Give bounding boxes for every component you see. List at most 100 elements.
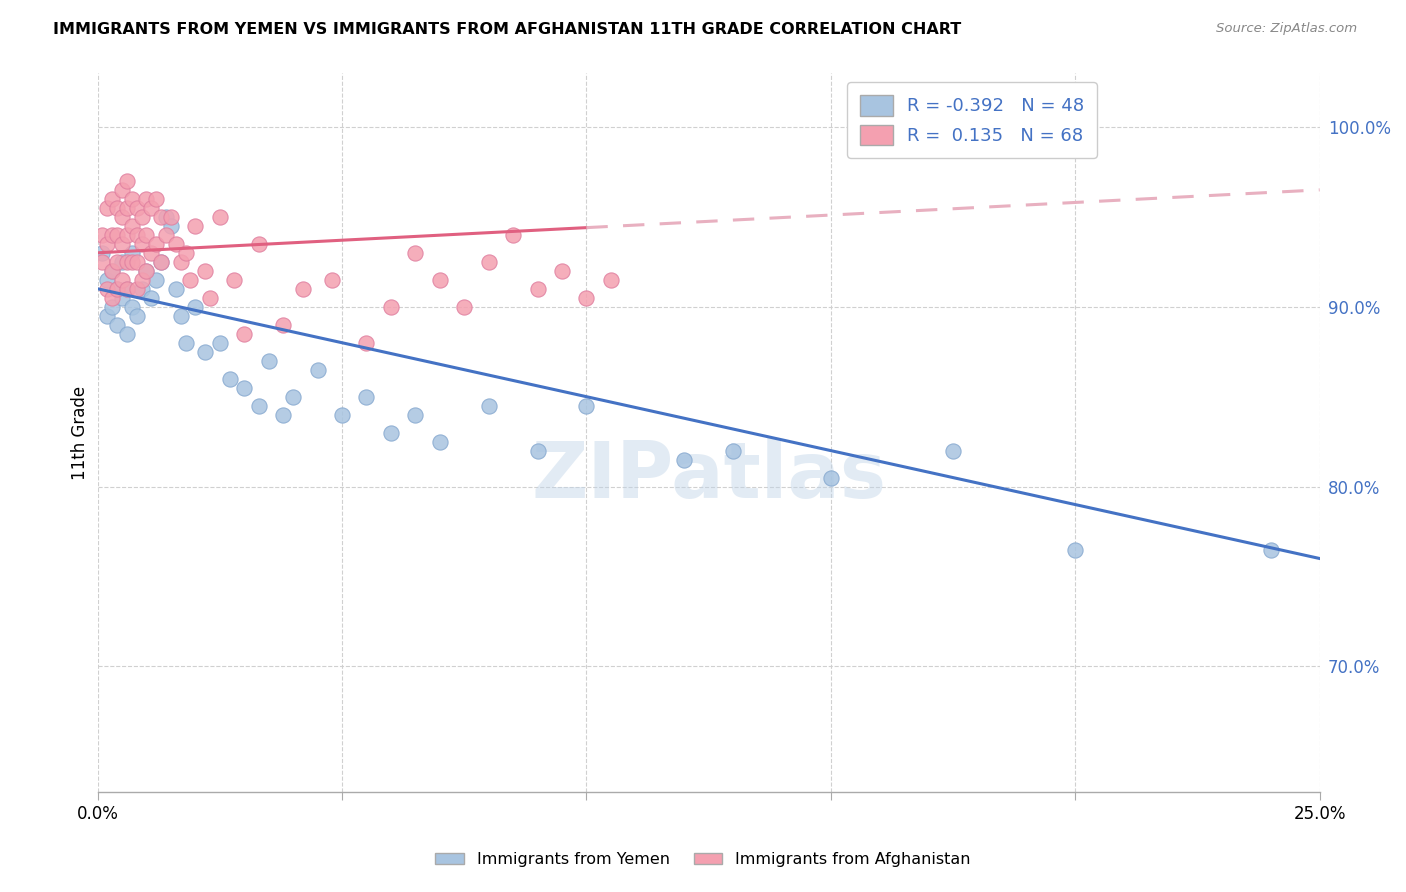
Legend: Immigrants from Yemen, Immigrants from Afghanistan: Immigrants from Yemen, Immigrants from A… — [429, 846, 977, 873]
Point — [502, 227, 524, 242]
Point — [174, 335, 197, 350]
Point — [121, 219, 143, 233]
Text: IMMIGRANTS FROM YEMEN VS IMMIGRANTS FROM AFGHANISTAN 11TH GRADE CORRELATION CHAR: IMMIGRANTS FROM YEMEN VS IMMIGRANTS FROM… — [53, 22, 962, 37]
Point — [121, 254, 143, 268]
Point — [429, 273, 451, 287]
Point — [115, 282, 138, 296]
Point — [135, 192, 157, 206]
Point — [155, 210, 177, 224]
Point — [105, 201, 128, 215]
Point — [307, 362, 329, 376]
Point — [96, 282, 118, 296]
Point — [281, 390, 304, 404]
Point — [131, 210, 153, 224]
Point — [170, 254, 193, 268]
Point — [599, 273, 621, 287]
Point — [96, 201, 118, 215]
Point — [526, 282, 548, 296]
Point — [150, 254, 173, 268]
Point — [131, 282, 153, 296]
Point — [105, 282, 128, 296]
Point — [115, 174, 138, 188]
Point — [208, 210, 231, 224]
Point — [101, 192, 124, 206]
Point — [91, 227, 114, 242]
Point — [135, 264, 157, 278]
Point — [247, 399, 270, 413]
Point — [721, 443, 744, 458]
Point — [111, 183, 134, 197]
Point — [160, 219, 183, 233]
Point — [105, 318, 128, 332]
Point — [145, 236, 167, 251]
Point — [101, 291, 124, 305]
Point — [121, 300, 143, 314]
Point — [942, 443, 965, 458]
Point — [115, 227, 138, 242]
Point — [198, 291, 221, 305]
Point — [91, 245, 114, 260]
Y-axis label: 11th Grade: 11th Grade — [72, 385, 89, 480]
Point — [160, 210, 183, 224]
Text: Source: ZipAtlas.com: Source: ZipAtlas.com — [1216, 22, 1357, 36]
Point — [165, 236, 187, 251]
Point — [115, 282, 138, 296]
Point — [179, 273, 201, 287]
Point — [321, 273, 343, 287]
Point — [96, 236, 118, 251]
Point — [404, 245, 426, 260]
Point — [575, 399, 598, 413]
Point — [247, 236, 270, 251]
Point — [1064, 542, 1087, 557]
Point — [184, 219, 207, 233]
Point — [356, 390, 378, 404]
Point — [526, 443, 548, 458]
Point — [125, 254, 148, 268]
Point — [155, 227, 177, 242]
Point — [218, 372, 240, 386]
Point — [330, 408, 353, 422]
Point — [125, 309, 148, 323]
Point — [820, 470, 842, 484]
Point — [131, 236, 153, 251]
Point — [224, 273, 246, 287]
Point — [141, 245, 163, 260]
Point — [273, 318, 295, 332]
Point — [453, 300, 475, 314]
Point — [111, 236, 134, 251]
Point — [356, 335, 378, 350]
Point — [1260, 542, 1282, 557]
Point — [141, 291, 163, 305]
Point — [101, 264, 124, 278]
Point — [291, 282, 314, 296]
Point — [145, 273, 167, 287]
Point — [131, 273, 153, 287]
Point — [165, 282, 187, 296]
Point — [101, 227, 124, 242]
Text: ZIPatlas: ZIPatlas — [531, 438, 886, 514]
Point — [105, 282, 128, 296]
Point — [478, 254, 501, 268]
Point — [101, 300, 124, 314]
Point — [96, 273, 118, 287]
Point — [125, 282, 148, 296]
Point — [115, 254, 138, 268]
Point — [478, 399, 501, 413]
Point — [91, 254, 114, 268]
Point — [257, 353, 280, 368]
Point — [101, 264, 124, 278]
Point — [111, 273, 134, 287]
Point — [105, 227, 128, 242]
Point — [150, 254, 173, 268]
Point — [115, 326, 138, 341]
Point — [233, 381, 256, 395]
Point — [121, 245, 143, 260]
Point — [111, 291, 134, 305]
Point — [673, 452, 696, 467]
Point — [380, 300, 402, 314]
Point — [145, 192, 167, 206]
Point — [233, 326, 256, 341]
Point — [194, 344, 217, 359]
Point — [105, 254, 128, 268]
Point — [96, 309, 118, 323]
